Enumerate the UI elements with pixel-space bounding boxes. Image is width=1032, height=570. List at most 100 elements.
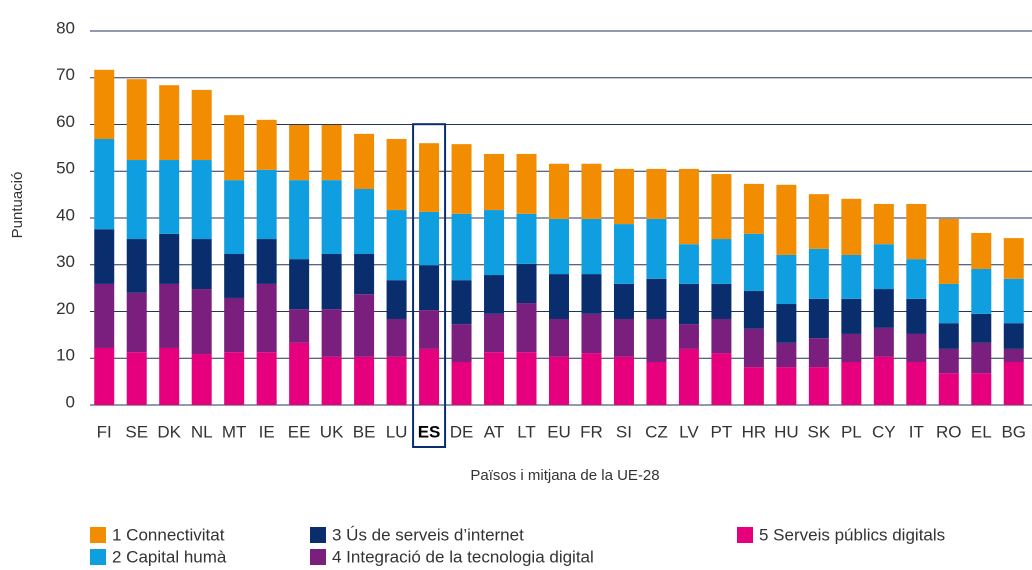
bar-segment [873,356,894,405]
x-tick-label: FR [580,422,603,441]
bar-segment [191,239,212,290]
bar-segment [159,283,180,348]
x-tick-label: PT [711,422,733,441]
legend-label: 1 Connectivitat [112,525,225,544]
y-tick-label: 50 [56,159,75,178]
bar-segment [906,203,927,260]
bar-segment [841,333,862,362]
bar-segment [938,323,959,349]
bar-segment [906,333,927,362]
bar-segment [94,283,115,348]
bar-segment [1003,323,1024,349]
bar-segment [1003,238,1024,279]
bar-segment [711,353,732,405]
bar-segment [289,342,310,405]
bar-segment [484,210,505,276]
y-tick-label: 60 [56,112,75,131]
bar-segment [581,313,602,354]
bar-segment [776,304,797,343]
bar-segment [224,180,245,254]
bar-segment [126,239,147,293]
x-tick-label: LV [679,422,699,441]
bar-segment [613,224,634,284]
x-tick-label: MT [222,422,247,441]
bar-segment [873,327,894,357]
bar-segment [451,361,472,405]
bar-segment [841,361,862,405]
x-tick-label: EU [547,422,571,441]
x-tick-label: LT [517,422,536,441]
bar-segment [191,289,212,355]
bar-segment [354,294,375,357]
x-tick-label: CY [872,422,896,441]
bar-segment [289,309,310,343]
bar-segment [289,124,310,181]
bar-segment [971,373,992,405]
bar-segment [354,253,375,295]
x-tick-label: IT [909,422,924,441]
bar-segment [159,347,180,405]
bar-segment [451,144,472,214]
bar-segment [873,203,894,245]
bar-segment [711,174,732,240]
x-tick-label: EL [971,422,992,441]
bar-segment [386,138,407,211]
bar-segment [808,248,829,299]
bar-segment [191,354,212,405]
x-tick-label: EE [288,422,311,441]
bar-segment [808,298,829,339]
bar-segment [256,352,277,405]
bar-segment [516,303,537,353]
legend-label: 2 Capital humà [112,547,227,566]
bar-segment [1003,278,1024,324]
bar-segment [94,347,115,405]
bar-segment [646,318,667,362]
x-tick-label: FI [97,422,112,441]
bar-segment [776,254,797,305]
bar-segment [678,244,699,284]
bar-segment [971,342,992,374]
legend-swatch [310,549,326,565]
x-tick-label: RO [936,422,962,441]
bar-segment [159,233,180,284]
bar-segment [516,263,537,304]
bar-segment [256,169,277,240]
y-tick-label: 80 [56,18,75,37]
bar-segment [938,348,959,374]
bar-segment [971,232,992,269]
bar-segment [289,259,310,310]
bar-segment [906,361,927,405]
bar-segment [224,253,245,298]
bar-segment [321,356,342,405]
bar-segment [224,297,245,353]
bar-segment [484,352,505,405]
y-tick-label: 10 [56,346,75,365]
bar-segment [711,283,732,319]
bar-segment [1003,361,1024,405]
y-tick-label: 20 [56,299,75,318]
bar-segment [386,356,407,405]
x-tick-label: UK [320,422,344,441]
x-tick-label: DK [157,422,181,441]
legend-swatch [90,549,106,565]
bar-segment [549,356,569,405]
bar-segment [256,239,277,284]
bar-segment [354,356,375,405]
bar-segment [808,338,829,368]
bar-segment [646,218,667,279]
bar-segment [191,89,212,161]
x-tick-label: BG [1001,422,1026,441]
x-tick-label: HR [742,422,767,441]
bar-segment [321,309,342,357]
bar-segment [613,283,634,319]
bar-segment [224,115,245,181]
bar-segment [906,298,927,334]
bar-segment [386,210,407,281]
bar-segment [321,124,342,181]
y-tick-label: 70 [56,65,75,84]
bar-segment [419,143,440,212]
bar-segment [549,318,569,357]
x-tick-label: SE [125,422,148,441]
bar-segment [906,259,927,299]
